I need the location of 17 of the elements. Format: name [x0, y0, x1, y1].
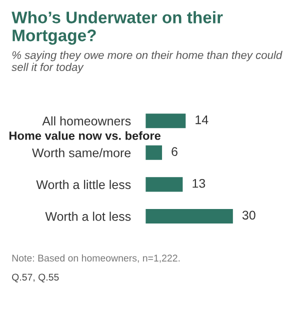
bar — [145, 144, 164, 162]
data-label: 30 — [242, 210, 256, 220]
bar — [145, 112, 188, 130]
data-label: 6 — [172, 147, 178, 156]
y-tick-label: All homeowners — [42, 116, 131, 126]
y-tick-label: Worth same/more — [32, 148, 131, 158]
bar — [145, 208, 234, 225]
annotation: Home value now vs. before — [9, 131, 160, 140]
text: Q.57, Q.55 — [12, 274, 59, 282]
chart-subtitle: % saying they owe more on their home than they could sell it for today — [12, 50, 282, 74]
data-label: 14 — [196, 115, 208, 124]
y-tick-label: Worth a lot less — [45, 212, 131, 221]
bar — [145, 176, 184, 194]
y-tick-label: Worth a little less — [36, 180, 131, 190]
data-label: 13 — [192, 178, 206, 188]
text: Note: Based on homeowners, n=1,222. — [12, 254, 180, 263]
chart-title: Who’s Underwater on their Mortgage? — [12, 11, 223, 45]
